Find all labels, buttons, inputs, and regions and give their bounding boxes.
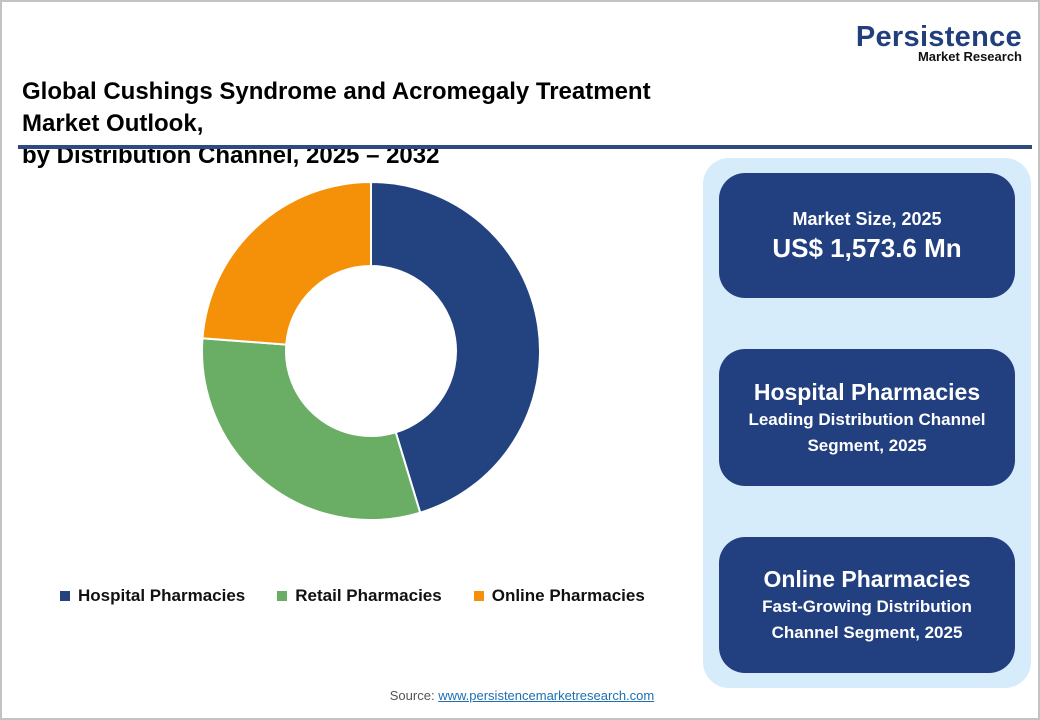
legend-label: Retail Pharmacies <box>295 586 442 605</box>
fastest-segment-name: Online Pharmacies <box>763 566 971 592</box>
legend-item-hospital: Hospital Pharmacies <box>60 586 245 606</box>
source-note: Source: www.persistencemarketresearch.co… <box>2 688 1040 703</box>
donut-svg <box>201 180 541 521</box>
legend-swatch-icon <box>277 591 288 601</box>
logo-main-text: Persistence <box>855 21 1022 53</box>
source-label: Source: <box>389 688 435 703</box>
fastest-segment-desc-1: Fast-Growing Distribution <box>762 597 972 616</box>
market-size-card: Market Size, 2025 US$ 1,573.6 Mn <box>719 173 1015 298</box>
leading-segment-name: Hospital Pharmacies <box>753 378 981 405</box>
market-size-label: Market Size, 2025 <box>792 208 942 229</box>
market-size-value: US$ 1,573.6 Mn <box>772 232 962 263</box>
source-link[interactable]: www.persistencemarketresearch.com <box>438 688 655 703</box>
chart-legend: Hospital Pharmacies Retail Pharmacies On… <box>60 586 645 606</box>
leading-segment-desc-1: Leading Distribution Channel <box>748 409 986 429</box>
chart-title-line1: Global Cushings Syndrome and Acromegaly … <box>22 78 651 137</box>
leading-segment-desc-2: Segment, 2025 <box>807 435 927 455</box>
legend-label: Hospital Pharmacies <box>78 586 246 605</box>
legend-label: Online Pharmacies <box>491 586 645 605</box>
logo-sub-text: Market Research <box>917 49 1022 64</box>
donut-slice-retail <box>201 337 422 521</box>
donut-slice-hospital <box>370 180 541 514</box>
title-divider <box>18 145 1032 149</box>
donut-chart <box>192 172 552 532</box>
donut-slice-online <box>201 180 372 346</box>
legend-swatch-icon <box>60 591 70 601</box>
brand-logo: Persistence Market Research <box>856 22 1022 64</box>
fastest-segment-desc-2: Channel Segment, 2025 <box>771 623 963 642</box>
chart-title: Global Cushings Syndrome and Acromegaly … <box>22 76 722 172</box>
fastest-segment-card: Online Pharmacies Fast-Growing Distribut… <box>719 537 1015 673</box>
highlights-panel: Market Size, 2025 US$ 1,573.6 Mn Hospita… <box>703 158 1031 688</box>
legend-swatch-icon <box>473 591 484 601</box>
legend-item-retail: Retail Pharmacies <box>277 586 442 606</box>
leading-segment-card: Hospital Pharmacies Leading Distribution… <box>719 349 1015 486</box>
legend-item-online: Online Pharmacies <box>473 586 645 606</box>
